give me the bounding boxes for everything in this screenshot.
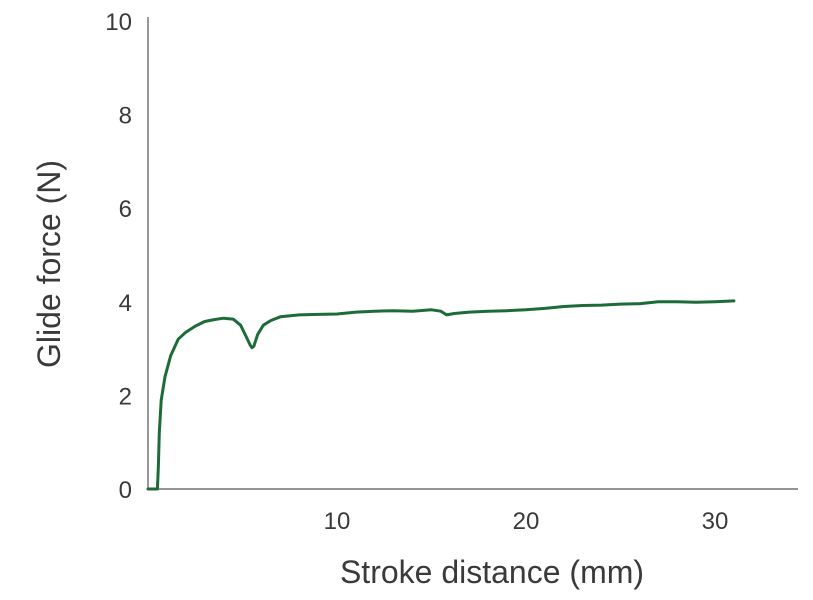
axes [147,17,798,490]
series-layer [146,299,736,491]
y-tick-label: 4 [119,290,132,317]
series-line [146,299,736,491]
y-tick-label: 2 [119,383,132,410]
x-tick-label: 10 [324,508,351,535]
y-tick-label: 10 [105,9,132,36]
y-tick-label: 8 [119,103,132,130]
tick-labels: 0 2 4 6 8 10 10 20 30 [105,9,728,535]
x-axis-title: Stroke distance (mm) [340,554,644,590]
y-axis-title: Glide force (N) [31,160,67,368]
y-tick-label: 0 [119,477,132,504]
x-tick-label: 20 [513,508,540,535]
x-tick-label: 30 [702,508,729,535]
y-tick-label: 6 [119,196,132,223]
